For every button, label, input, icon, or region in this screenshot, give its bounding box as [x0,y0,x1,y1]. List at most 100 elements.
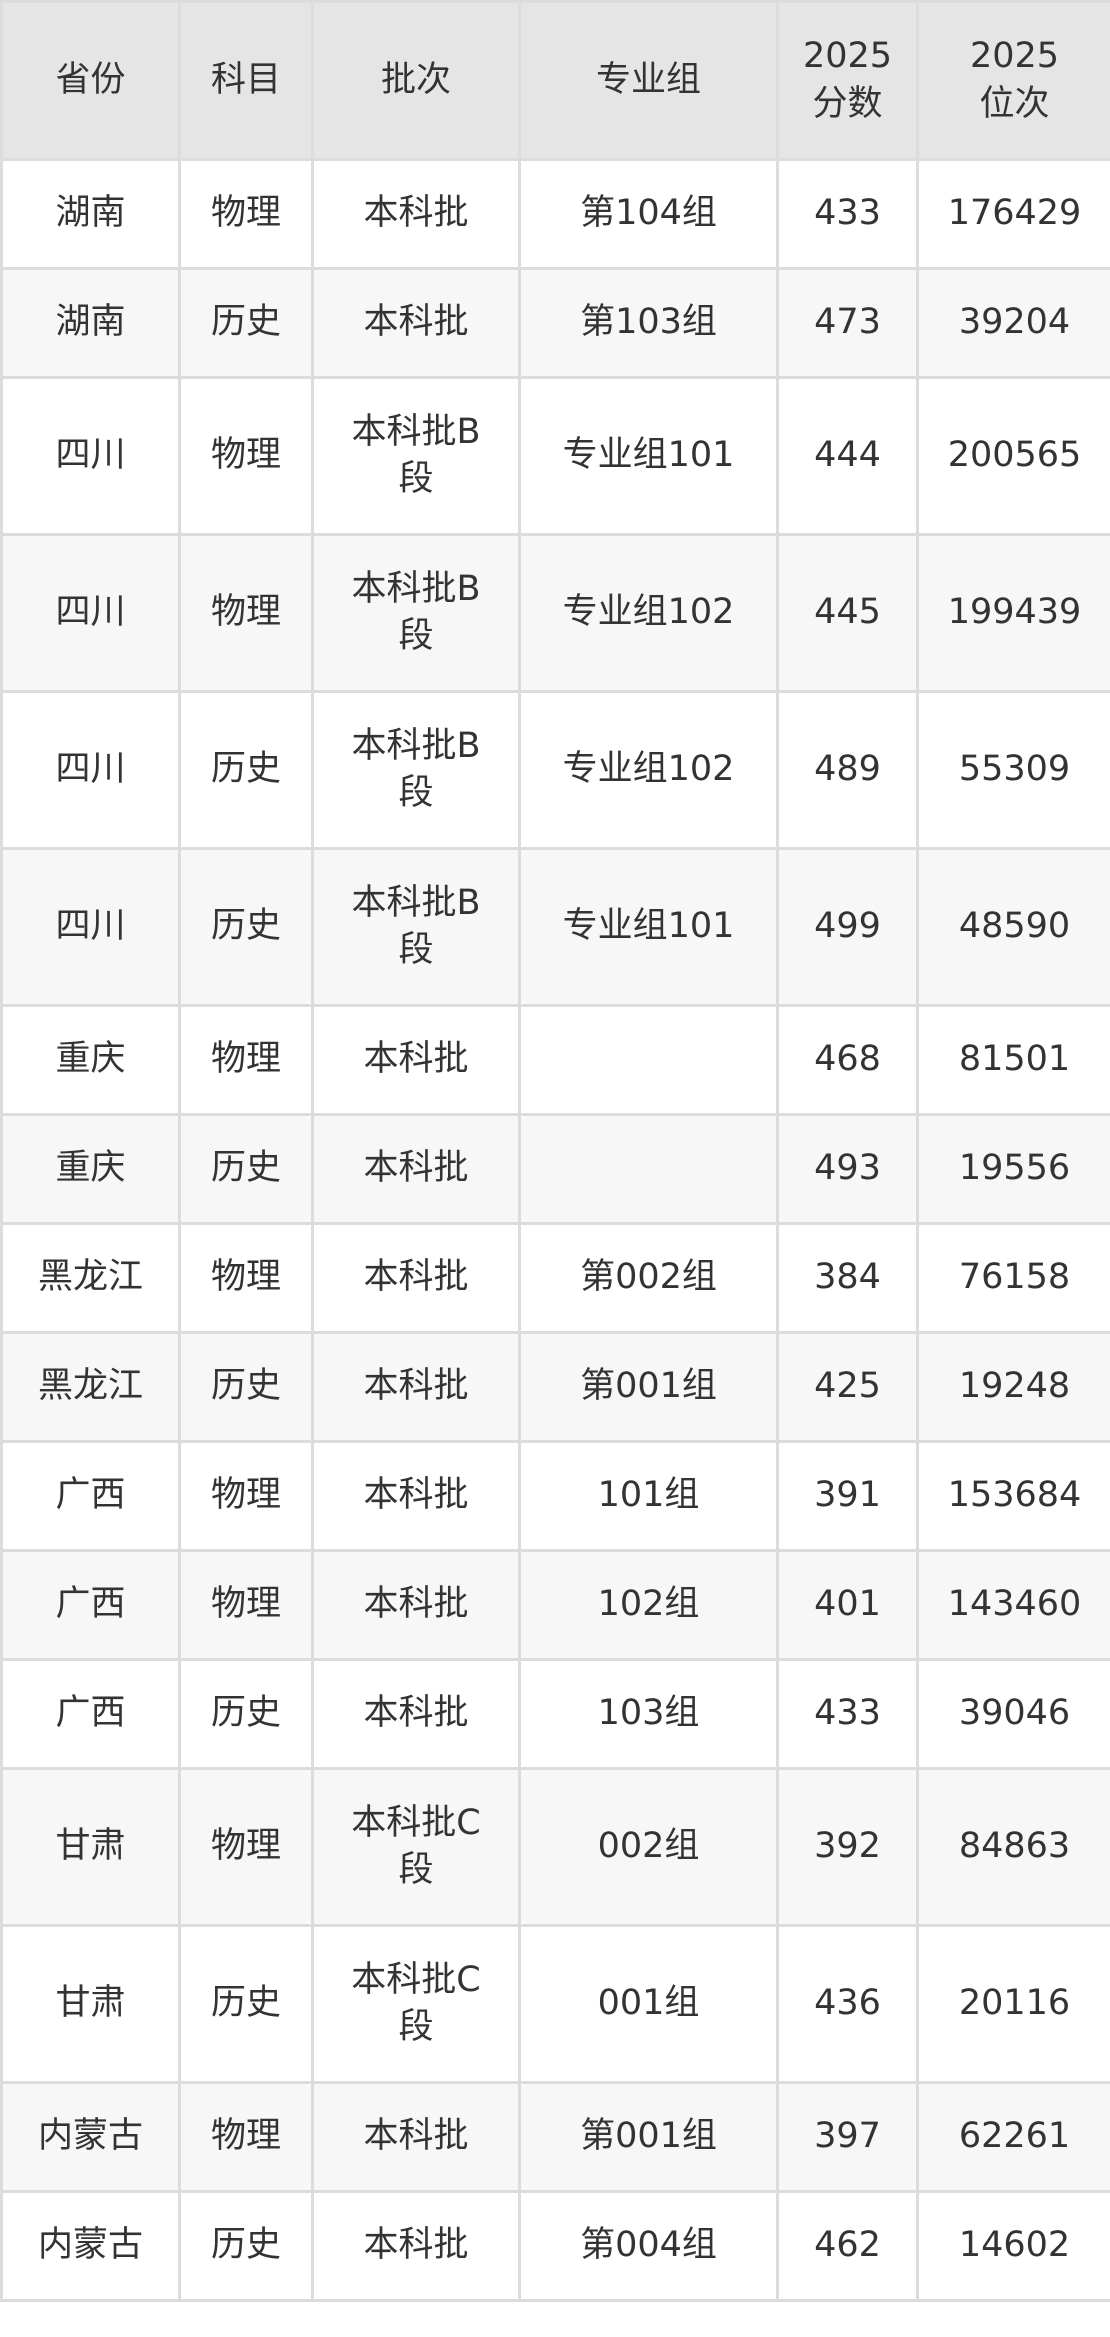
cell-major-group: 103组 [518,1658,779,1770]
cell-major-group: 第002组 [518,1222,779,1334]
cell-text: 444 [814,435,881,476]
cell-major-group: 专业组102 [518,533,779,693]
cell-rank-2025: 19556 [916,1113,1110,1225]
cell-score-2025: 445 [776,533,919,693]
cell-text: 内蒙古 [37,2225,143,2266]
cell-text: 物理 [210,1039,281,1080]
cell-text: 本科批B段 [351,411,481,499]
cell-subject: 物理 [178,1004,314,1116]
cell-text: 本科批 [363,2116,469,2157]
header-label: 批次 [380,59,451,100]
header-label: 省份 [55,59,126,100]
cell-text: 物理 [210,1257,281,1298]
cell-text: 专业组102 [562,749,735,790]
cell-text: 本科批 [363,2225,469,2266]
cell-text: 本科批 [363,1475,469,1516]
cell-province: 甘肃 [0,1767,181,1927]
table-row: 黑龙江 历史 本科批 第001组 425 19248 [0,1331,1110,1443]
cell-subject: 物理 [178,2081,314,2193]
cell-major-group: 001组 [518,1924,779,2084]
cell-subject: 历史 [178,1924,314,2084]
cell-batch: 本科批C段 [311,1924,521,2084]
header-label: 专业组 [595,59,701,100]
cell-score-2025: 401 [776,1549,919,1661]
table-row: 黑龙江 物理 本科批 第002组 384 76158 [0,1222,1110,1334]
cell-text: 62261 [958,2116,1071,2157]
cell-batch: 本科批 [311,1222,521,1334]
cell-subject: 物理 [178,1222,314,1334]
cell-score-2025: 499 [776,847,919,1007]
cell-text: 本科批 [363,1148,469,1189]
cell-score-2025: 391 [776,1440,919,1552]
cell-text: 48590 [958,906,1071,947]
cell-rank-2025: 143460 [916,1549,1110,1661]
cell-text: 第104组 [580,193,717,234]
cell-text: 湖南 [55,302,126,343]
cell-text: 四川 [55,749,126,790]
cell-batch: 本科批 [311,158,521,270]
header-subject: 科目 [178,0,314,161]
cell-text: 55309 [958,749,1071,790]
cell-text: 14602 [958,2225,1071,2266]
cell-text: 四川 [55,592,126,633]
cell-batch: 本科批 [311,1331,521,1443]
header-province: 省份 [0,0,181,161]
cell-province: 四川 [0,533,181,693]
cell-text: 本科批 [363,1257,469,1298]
cell-province: 四川 [0,376,181,536]
cell-text: 391 [814,1475,881,1516]
cell-province: 黑龙江 [0,1331,181,1443]
cell-text: 历史 [210,1693,281,1734]
cell-major-group: 专业组101 [518,847,779,1007]
cell-text: 436 [814,1983,881,2024]
cell-text: 黑龙江 [37,1366,143,1407]
cell-subject: 历史 [178,267,314,379]
cell-text: 四川 [55,435,126,476]
header-score-2025: 2025分数 [776,0,919,161]
cell-subject: 物理 [178,533,314,693]
cell-major-group [518,1113,779,1225]
cell-province: 湖南 [0,267,181,379]
cell-text: 499 [814,906,881,947]
cell-text: 历史 [210,2225,281,2266]
cell-text: 445 [814,592,881,633]
header-rank-2025: 2025位次 [916,0,1110,161]
cell-major-group: 002组 [518,1767,779,1927]
cell-text: 433 [814,1693,881,1734]
cell-subject: 物理 [178,1440,314,1552]
cell-rank-2025: 62261 [916,2081,1110,2193]
cell-text: 历史 [210,1148,281,1189]
cell-text: 第004组 [580,2225,717,2266]
cell-province: 黑龙江 [0,1222,181,1334]
cell-score-2025: 384 [776,1222,919,1334]
cell-score-2025: 468 [776,1004,919,1116]
cell-text: 39046 [958,1693,1071,1734]
cell-rank-2025: 39204 [916,267,1110,379]
cell-text: 广西 [55,1693,126,1734]
cell-text: 物理 [210,1584,281,1625]
table-row: 广西 物理 本科批 102组 401 143460 [0,1549,1110,1661]
cell-subject: 物理 [178,376,314,536]
table-row: 四川 历史 本科批B段 专业组101 499 48590 [0,847,1110,1007]
cell-text: 473 [814,302,881,343]
cell-text: 425 [814,1366,881,1407]
cell-text: 专业组101 [562,906,735,947]
cell-rank-2025: 48590 [916,847,1110,1007]
cell-rank-2025: 39046 [916,1658,1110,1770]
cell-batch: 本科批B段 [311,533,521,693]
cell-score-2025: 436 [776,1924,919,2084]
cell-text: 专业组101 [562,435,735,476]
cell-text: 专业组102 [562,592,735,633]
table-row: 广西 物理 本科批 101组 391 153684 [0,1440,1110,1552]
cell-rank-2025: 176429 [916,158,1110,270]
cell-score-2025: 425 [776,1331,919,1443]
cell-rank-2025: 55309 [916,690,1110,850]
cell-text: 489 [814,749,881,790]
cell-score-2025: 489 [776,690,919,850]
cell-subject: 历史 [178,1658,314,1770]
cell-text: 本科批 [363,1693,469,1734]
cell-major-group: 102组 [518,1549,779,1661]
cell-text: 历史 [210,302,281,343]
cell-text: 本科批B段 [351,725,481,813]
cell-rank-2025: 76158 [916,1222,1110,1334]
